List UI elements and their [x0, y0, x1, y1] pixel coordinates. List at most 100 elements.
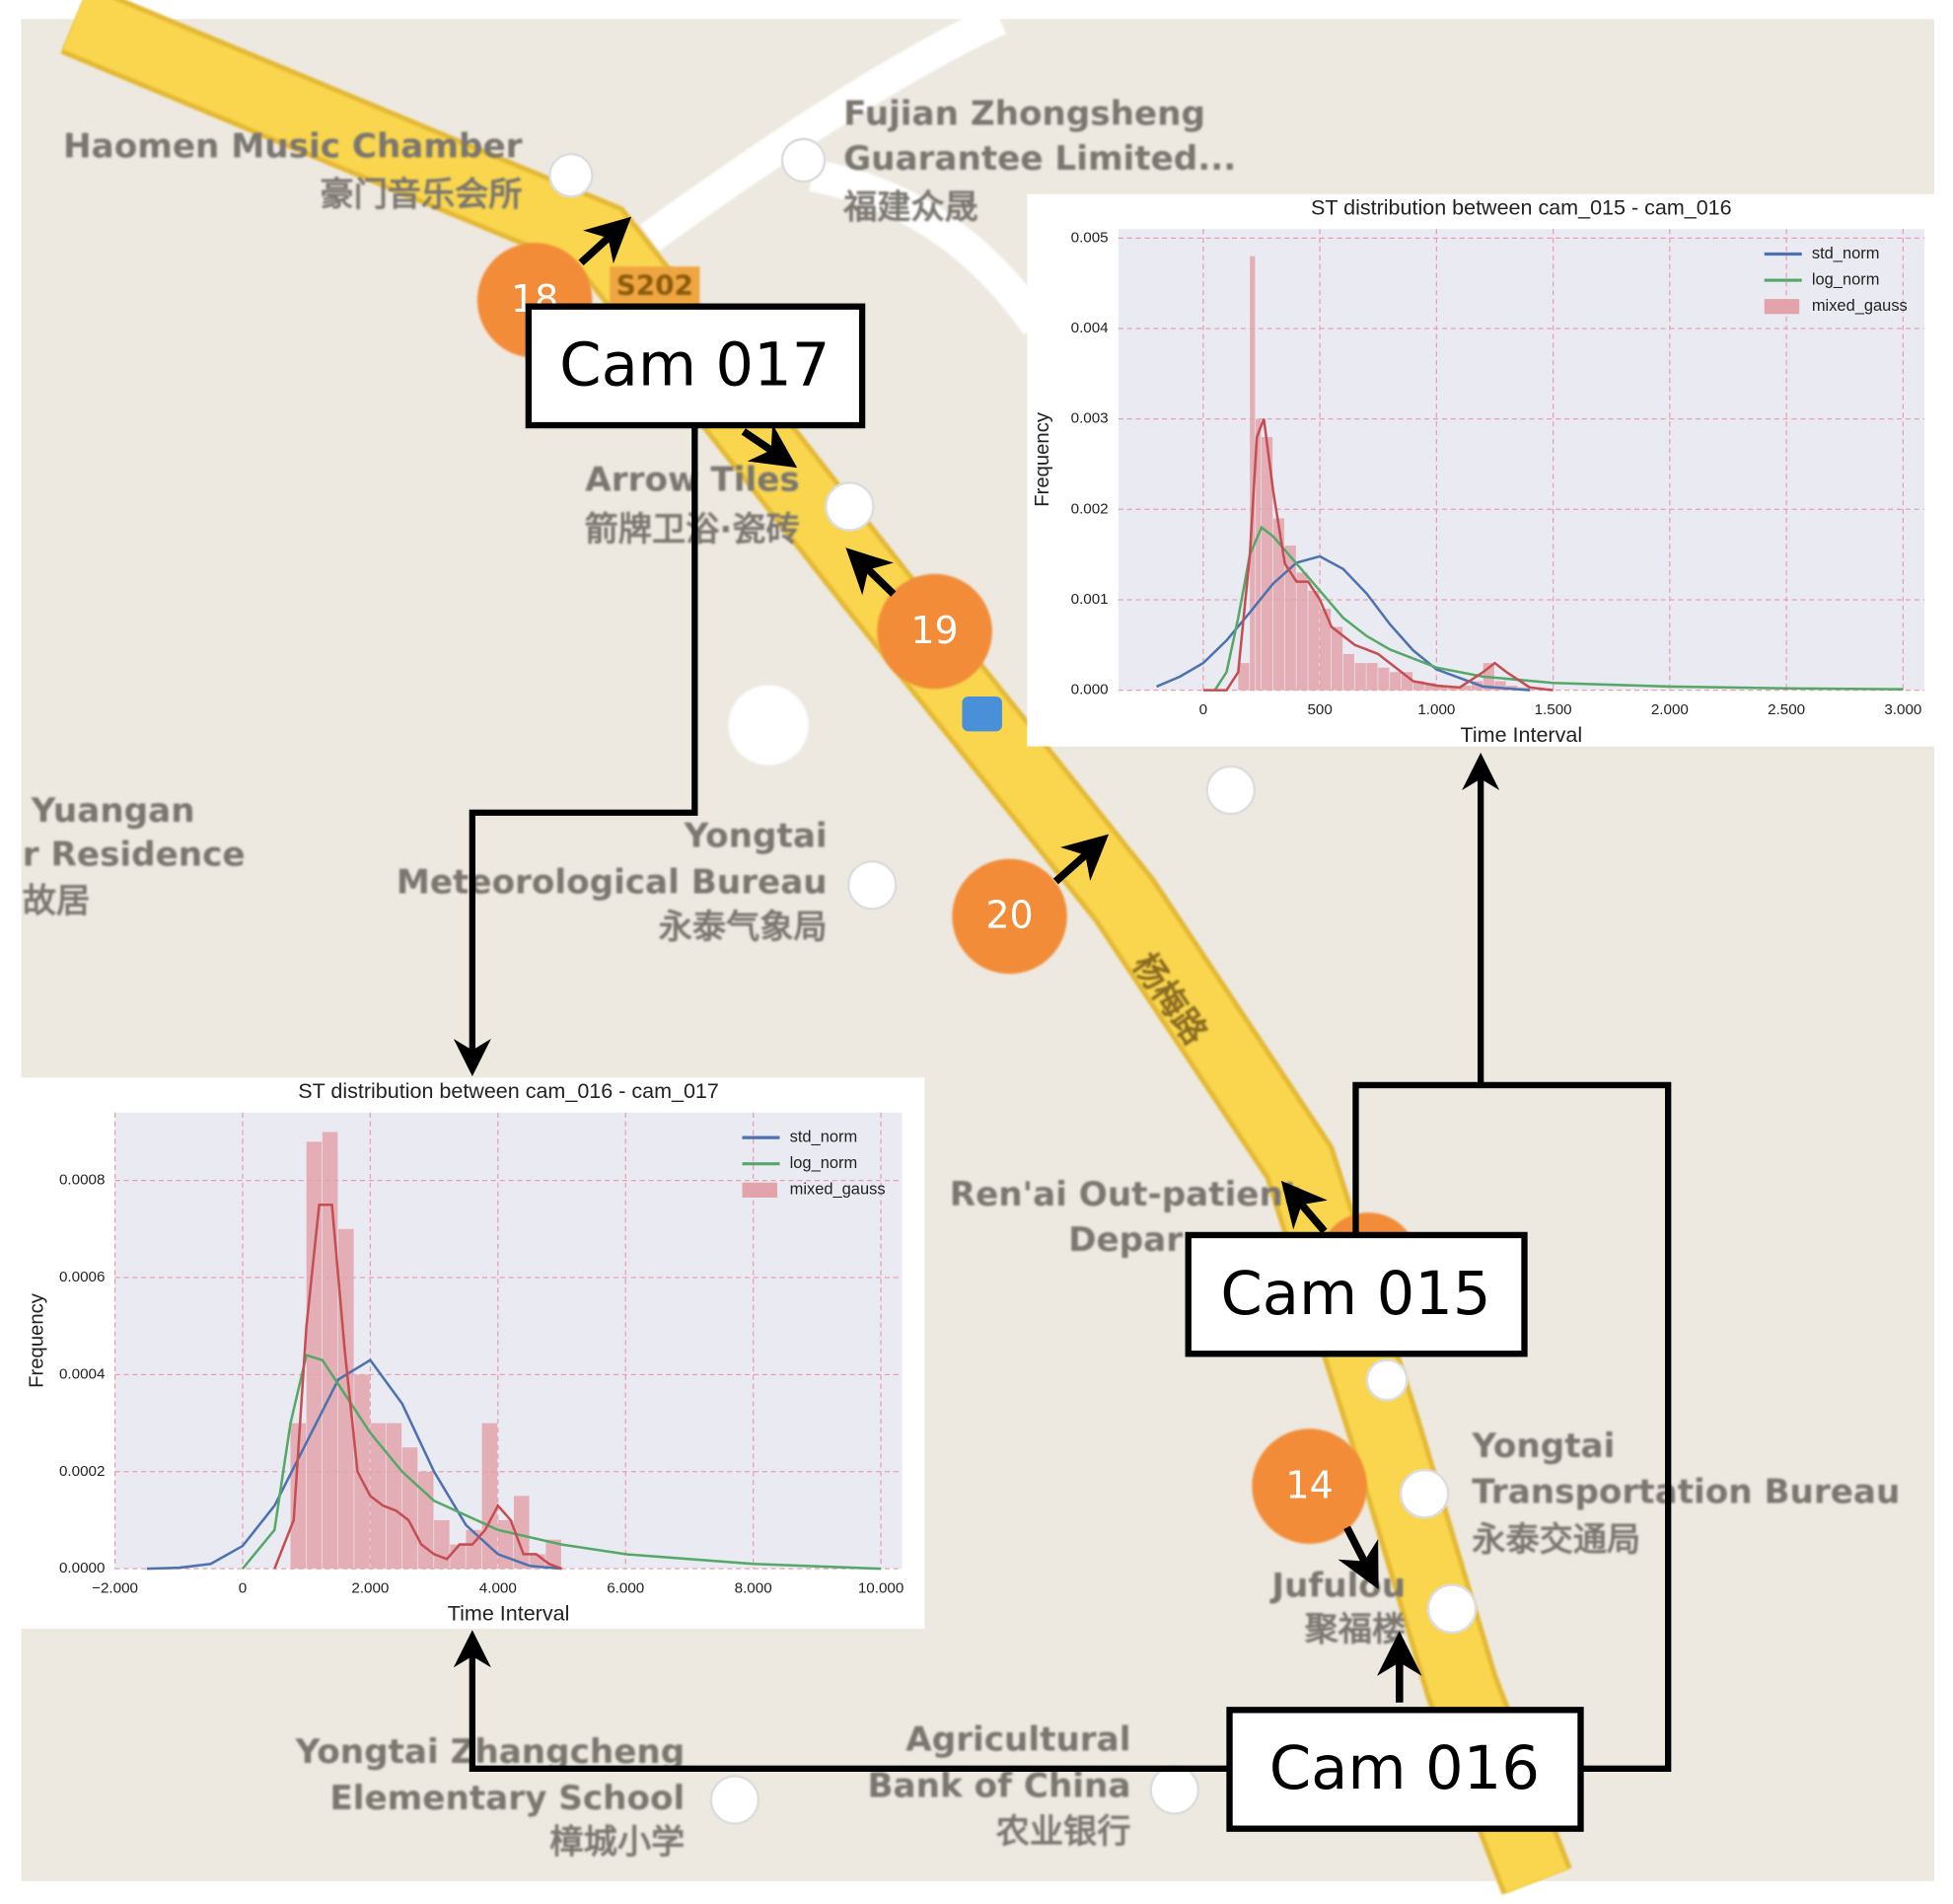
histogram-bar: [1460, 686, 1472, 691]
roundabout: [728, 685, 809, 766]
y-tick-label: 0.001: [1071, 591, 1109, 608]
overlay: Cam 017 Cam 015 Cam 016: [453, 216, 1672, 1832]
poi-icons: [548, 137, 1478, 1825]
legend-swatch: [742, 1182, 777, 1198]
map-label: 福建众晟: [842, 187, 978, 227]
curve: [146, 1357, 562, 1571]
histogram-bar: [1378, 667, 1390, 691]
map-label: Yuangan: [31, 791, 195, 831]
x-tick-label: 1.000: [1417, 701, 1455, 718]
legend-label: mixed_gauss: [790, 1181, 886, 1199]
histogram-bar: [481, 1423, 498, 1570]
x-axis-label: Time Interval: [448, 1602, 570, 1626]
route-shield: [610, 266, 700, 305]
map-label: Guarantee Limited...: [843, 139, 1236, 179]
charts: 0.000 0.001 0.002 0.003 0.004 0.005 0 500 1.000 1…: [21, 193, 1934, 1629]
histogram-bar: [1494, 681, 1506, 691]
histogram-bar: [1424, 683, 1436, 691]
histogram-bar: [370, 1423, 386, 1570]
camera-box: [1185, 1231, 1528, 1357]
curve: [241, 1354, 882, 1571]
histogram-bar: [545, 1539, 561, 1570]
legend-label: mixed_gauss: [1812, 297, 1908, 315]
histogram-bar: [434, 1519, 450, 1570]
x-tick-label: −2.000: [92, 1579, 138, 1596]
camera-label: Cam 017: [559, 331, 830, 401]
x-tick-label: 500: [1307, 701, 1332, 718]
camera-box: [525, 303, 866, 429]
map-label: Yongtai: [1471, 1427, 1615, 1466]
histogram-bar: [417, 1471, 434, 1570]
marker-label: 14: [1285, 1463, 1333, 1506]
x-tick-label: 4.000: [479, 1579, 517, 1596]
histogram-bar: [1261, 436, 1273, 691]
histogram-bar: [1436, 686, 1448, 691]
curve: [1156, 554, 1531, 692]
camera-label: Cam 016: [1269, 1734, 1540, 1803]
legend-label: log_norm: [790, 1154, 858, 1172]
y-tick-label: 0.0000: [59, 1560, 105, 1576]
x-tick-label: 6.000: [607, 1579, 644, 1596]
x-tick-label: 10.000: [858, 1579, 904, 1596]
x-tick-label: 1.500: [1535, 701, 1572, 718]
y-axis-label: Frequency: [1032, 411, 1053, 507]
histogram-bar: [322, 1132, 338, 1570]
legend-label: std_norm: [790, 1128, 858, 1145]
histogram-bar: [354, 1374, 370, 1570]
histogram-bar: [1401, 672, 1413, 691]
map-label: 农业银行: [996, 1812, 1131, 1852]
minor-road: [640, 4, 1050, 335]
map-label: Elementary School: [329, 1779, 685, 1818]
connector: [453, 425, 698, 1077]
chart-title: ST distribution between cam_015 - cam_01…: [1311, 196, 1732, 220]
y-tick-label: 0.0004: [59, 1365, 105, 1382]
curve: [273, 1203, 562, 1571]
histogram-bar: [1366, 663, 1378, 691]
histogram-bar: [1448, 687, 1460, 691]
y-tick-label: 0.004: [1071, 320, 1109, 336]
map-label: 永泰交通局: [1472, 1520, 1640, 1560]
y-tick-label: 0.0002: [59, 1463, 105, 1480]
direction-arrows: [578, 216, 1422, 1703]
bus-icon: [962, 696, 1002, 732]
map-label: Yongtai Zhangcheng: [295, 1732, 686, 1772]
map-label: Agricultural: [905, 1720, 1130, 1759]
histogram-bar: [290, 1423, 307, 1570]
map-label: Haomen Music Chamber: [63, 126, 523, 166]
connector: [1352, 1081, 1672, 1773]
map-label: 樟城小学: [549, 1822, 685, 1862]
curve: [1213, 525, 1904, 692]
y-tick-label: 0.005: [1071, 229, 1109, 246]
map-label: Depar: [1068, 1220, 1183, 1260]
histogram-bar: [306, 1141, 323, 1570]
chart: 0.000 0.001 0.002 0.003 0.004 0.005 0 500 1.000 1…: [1027, 193, 1934, 747]
chart: 0.0000 0.0002 0.0004 0.0006 0.0008 −2.000 0 2.0…: [21, 1077, 925, 1629]
histogram-bar: [1390, 672, 1402, 691]
legend-label: log_norm: [1812, 270, 1880, 288]
x-tick-label: 2.000: [1651, 701, 1689, 718]
histogram-bar: [401, 1447, 418, 1570]
histogram-bar: [497, 1519, 514, 1570]
camera-label: Cam 015: [1220, 1260, 1490, 1329]
map-label: Jufulou: [1269, 1567, 1406, 1606]
map-label: r Residence: [23, 836, 246, 875]
x-tick-label: 3.000: [1884, 701, 1921, 718]
map-label: Yongtai: [684, 817, 828, 856]
y-tick-label: 0.000: [1071, 682, 1109, 698]
plot-area: [1118, 229, 1924, 691]
histogram-bar: [1256, 418, 1262, 691]
histogram-bar: [1250, 256, 1256, 691]
connector: [453, 1630, 1230, 1773]
histogram-bar: [338, 1228, 354, 1570]
x-tick-label: 0: [239, 1579, 247, 1596]
histogram-bar: [1412, 681, 1424, 691]
y-tick-label: 0.0006: [59, 1269, 105, 1285]
route-label: S202: [616, 268, 693, 301]
y-tick-label: 0.003: [1071, 410, 1109, 427]
map-label: Fujian Zhongsheng: [843, 94, 1205, 133]
map-label: 豪门音乐会所: [320, 176, 522, 215]
chart-title: ST distribution between cam_016 - cam_01…: [298, 1079, 719, 1103]
camera-box: [1226, 1707, 1584, 1832]
map-label: Meteorological Bureau: [397, 862, 828, 902]
